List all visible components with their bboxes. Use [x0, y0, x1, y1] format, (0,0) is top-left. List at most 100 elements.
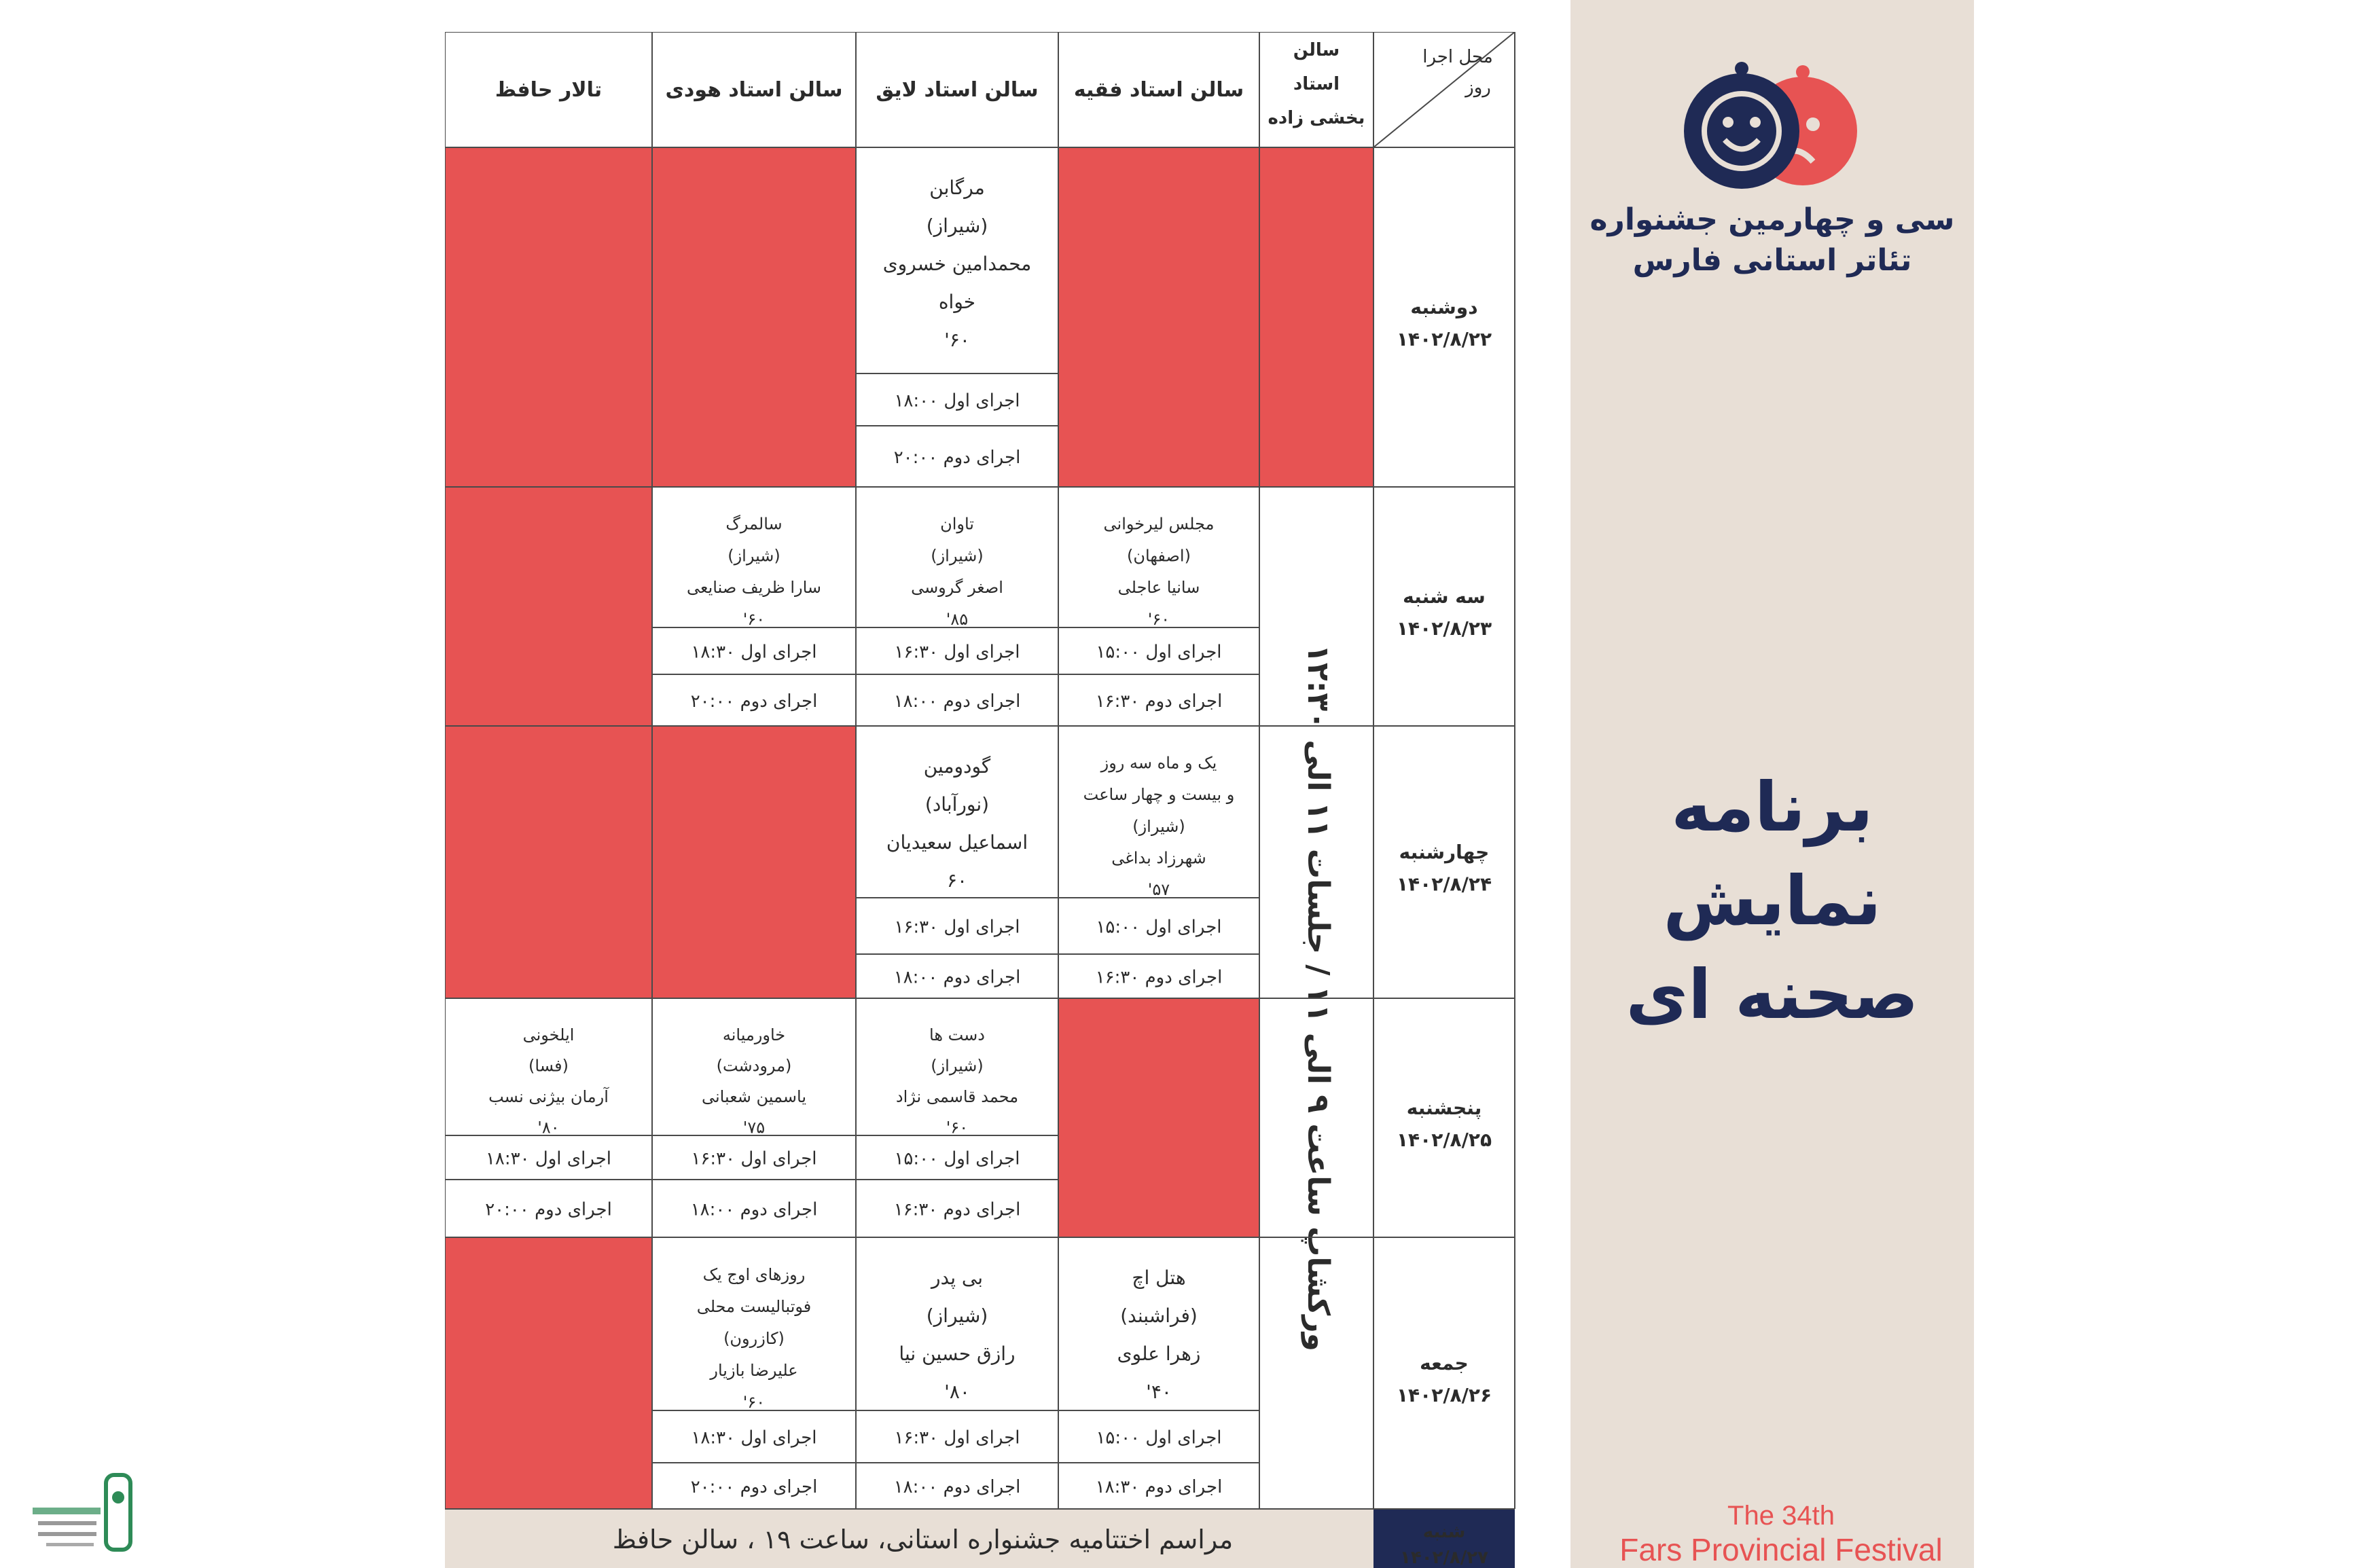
english-line2: Fars Provincial Festival [1619, 1532, 1943, 1567]
show-info-line: یک و ماه سه روز [1100, 754, 1217, 773]
show-second-time: اجرای دوم ۱۶:۳۰ [894, 1200, 1021, 1220]
show-info-line: (فسا) [528, 1056, 569, 1075]
day-name: پنجشنبه [1407, 1097, 1481, 1119]
day-date: ۱۴۰۲/۸/۲۶ [1397, 1384, 1492, 1406]
program-title-line2: نمایش [1663, 861, 1882, 941]
show-second-time: اجرای دوم ۲۰:۰۰ [894, 448, 1021, 468]
day-name: چهارشنبه [1399, 841, 1490, 864]
program-title-line1: برنامه [1671, 767, 1873, 847]
festival-title-line1: سی و چهارمین جشنواره [1589, 202, 1955, 237]
blocked-cell [445, 726, 652, 998]
theater-masks-logo-icon [1684, 62, 1857, 189]
blocked-cell [652, 726, 856, 998]
show-first-time: اجرای اول ۱۵:۰۰ [1096, 917, 1221, 938]
day-name: دوشنبه [1410, 296, 1477, 318]
show-second-time: اجرای دوم ۱۸:۰۰ [894, 691, 1021, 712]
blocked-cell [652, 147, 856, 487]
show-info-line: یاسمین شعبانی [702, 1087, 806, 1106]
show-second-time: اجرای دوم ۲۰:۰۰ [485, 1200, 612, 1220]
english-line1: The 34th [1727, 1501, 1835, 1531]
program-title-line3: صحنه ای [1625, 955, 1919, 1034]
show-info-line: ۶۰' [1148, 610, 1170, 629]
schedule-table: محل اجرا روز سالن استاد بخشی زاده سالن استاد … [445, 32, 1515, 1568]
show-info-line: خاورمیانه [723, 1025, 785, 1044]
show-info-line: ۶۰ [947, 869, 967, 892]
show-info-line: تاوان [940, 515, 974, 534]
day-date: ۱۴۰۲/۸/۲۵ [1397, 1129, 1492, 1151]
show-info-line: اسماعیل سعیدیان [886, 831, 1028, 854]
blocked-cell [445, 147, 652, 487]
show-info-line: فوتبالیست محلی [697, 1297, 812, 1316]
show-first-time: اجرای اول ۱۵:۰۰ [1096, 642, 1221, 663]
blocked-cell [445, 1237, 652, 1509]
corner-diagonal [1373, 32, 1515, 148]
venue-header: سالن استاد لایق [876, 78, 1038, 102]
show-info-line: ۷۵' [743, 1118, 765, 1137]
show-info-line: ۶۰' [743, 1393, 765, 1412]
show-info-line: (شیراز) [1132, 817, 1185, 836]
show-info-line: خواه [939, 291, 975, 313]
show-info-line: اصغر گروسی [911, 578, 1003, 597]
show-info-line: سارا ظریف صنایعی [687, 578, 821, 597]
blocked-cell [445, 487, 652, 726]
show-second-time: اجرای دوم ۱۶:۳۰ [1096, 691, 1223, 712]
show-info-line: محمد قاسمی نژاد [896, 1087, 1018, 1106]
show-info-line: مجلس لیرخوانی [1104, 515, 1215, 534]
show-second-time: اجرای دوم ۲۰:۰۰ [691, 691, 818, 712]
venue-header-bakhshizadeh-l1: سالن [1293, 40, 1340, 60]
closing-day-cell [1373, 1509, 1515, 1568]
show-second-time: اجرای دوم ۱۸:۰۰ [894, 1477, 1021, 1497]
show-info-line: مرگابن [929, 177, 984, 199]
show-info-line: (نورآباد) [925, 793, 989, 816]
show-info-line: ۸۰' [944, 1381, 970, 1403]
day-name: سه شنبه [1403, 585, 1486, 608]
watermark-logo-icon [33, 1473, 132, 1552]
show-first-time: اجرای اول ۱۶:۳۰ [894, 642, 1020, 663]
closing-day: شنبه [1423, 1522, 1466, 1542]
venue-header: تالار حافظ [495, 78, 602, 102]
show-info-line: زهرا علوی [1117, 1343, 1201, 1365]
show-info-line: (اصفهان) [1127, 546, 1191, 565]
venue-header-bakhshizadeh-l2: استاد [1293, 74, 1340, 94]
show-info-line: سالمرگ [725, 515, 782, 534]
venue-header: سالن استاد فقیه [1074, 78, 1244, 102]
show-info-line: آرمان بیژنی نسب [488, 1087, 609, 1106]
show-info-line: ۶۰' [946, 1118, 968, 1137]
show-info-line: و بیست و چهار ساعت [1083, 785, 1235, 804]
show-info-line: ۶۰' [944, 329, 970, 351]
festival-side-panel: سی و چهارمین جشنواره تئاتر استانی فارس ب… [1570, 0, 1974, 1568]
day-date: ۱۴۰۲/۸/۲۳ [1397, 617, 1492, 640]
blocked-cell [1259, 147, 1373, 487]
corner-location-label: محل اجرا [1422, 47, 1493, 67]
festival-title-line2: تئاتر استانی فارس [1632, 243, 1912, 278]
show-first-time: اجرای اول ۱۸:۳۰ [486, 1149, 611, 1169]
day-name: جمعه [1420, 1352, 1469, 1374]
show-info-line: ۶۰' [743, 610, 765, 629]
show-info-line: (کازرون) [723, 1329, 785, 1348]
show-info-line: بی پدر [930, 1266, 983, 1289]
show-info-line: محمدامین خسروی [883, 253, 1032, 275]
show-second-time: اجرای دوم ۱۸:۰۰ [691, 1200, 818, 1220]
venue-header: سالن استاد هودی [665, 78, 842, 102]
show-info-line: (شیراز) [927, 215, 988, 237]
show-info-line: ۸۰' [537, 1118, 559, 1137]
show-first-time: اجرای اول ۱۶:۳۰ [894, 917, 1020, 938]
show-info-line: گودومین [924, 755, 991, 778]
show-info-line: رازق حسین نیا [899, 1343, 1015, 1365]
blocked-cell [1058, 147, 1259, 487]
show-first-time: اجرای اول ۱۸:۰۰ [894, 391, 1020, 412]
show-info-line: هتل اچ [1132, 1266, 1185, 1289]
show-second-time: اجرای دوم ۱۸:۰۰ [894, 968, 1021, 988]
blocked-cell [1058, 998, 1259, 1237]
show-first-time: اجرای اول ۱۶:۳۰ [691, 1149, 816, 1169]
show-info-line: (شیراز) [927, 1305, 988, 1327]
show-second-time: اجرای دوم ۱۸:۳۰ [1096, 1477, 1223, 1497]
closing-ceremony-text: مراسم اختتامیه جشنواره استانی، ساعت ۱۹ ،… [613, 1525, 1233, 1555]
show-first-time: اجرای اول ۱۶:۳۰ [894, 1428, 1020, 1448]
closing-date: ۱۴۰۲/۸/۲۷ [1400, 1548, 1488, 1568]
show-first-time: اجرای اول ۱۸:۳۰ [691, 1428, 816, 1448]
show-info-line: شهرزاد بداغی [1111, 848, 1206, 867]
closing-row-bg [445, 1509, 1373, 1568]
show-first-time: اجرای اول ۱۵:۰۰ [894, 1149, 1020, 1169]
show-info-line: (شیراز) [728, 546, 780, 565]
